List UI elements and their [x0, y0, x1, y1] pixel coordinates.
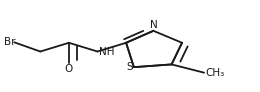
Text: S: S — [126, 62, 133, 72]
Text: O: O — [65, 64, 73, 74]
Text: CH₃: CH₃ — [205, 68, 225, 78]
Text: NH: NH — [99, 47, 114, 56]
Text: Br: Br — [4, 37, 16, 47]
Text: N: N — [150, 20, 157, 30]
